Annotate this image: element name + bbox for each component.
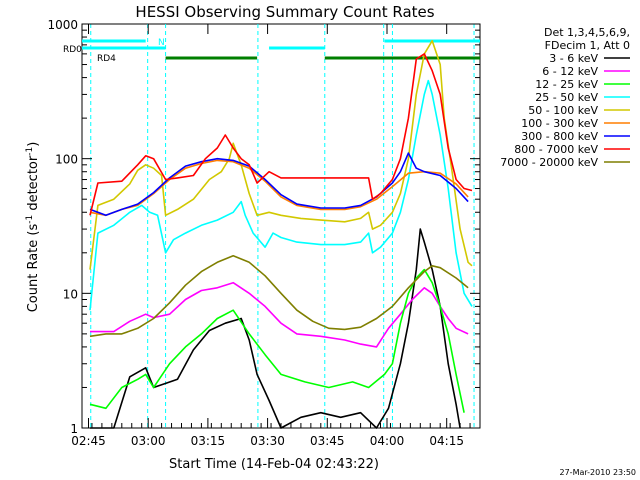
series-line-2 (89, 268, 465, 413)
x-tick-label-0: 02:45 (71, 434, 106, 448)
y-axis-label: Count Rate (s-1 detector-1) (25, 142, 41, 313)
x-tick-label-4: 03:45 (310, 434, 345, 448)
legend-entry-5: 100 - 300 keV (521, 117, 598, 130)
plot-frame (81, 23, 481, 429)
chart-title: HESSI Observing Summary Count Rates (135, 3, 434, 21)
footer-timestamp: 27-Mar-2010 23:50 (560, 468, 637, 477)
series-line-1 (90, 281, 469, 348)
legend-entry-3: 25 - 50 keV (535, 91, 598, 104)
plot-area: RD0 RD4 N 02:45 03:00 03:15 03:30 03:45 04:00 04:… (47, 18, 481, 448)
y-label-sup-1: -1 (25, 215, 35, 224)
flag-label-rd0: RD0 (63, 45, 82, 55)
legend-entry-1: 6 - 12 keV (542, 65, 598, 78)
legend-entry-7: 800 - 7000 keV (514, 143, 598, 156)
series-line-6 (89, 152, 469, 217)
legend: Det 1,3,4,5,6,9,FDecim 1, Att 03 - 6 keV… (500, 26, 630, 169)
legend-entry-2: 12 - 25 keV (535, 78, 598, 91)
x-axis-label: Start Time (14-Feb-04 02:43:22) (169, 457, 379, 472)
legend-entry-8: 7000 - 20000 keV (500, 156, 598, 169)
legend-header-1: FDecim 1, Att 0 (545, 39, 630, 52)
x-tick-label-5: 04:00 (370, 434, 405, 448)
legend-entry-4: 50 - 100 keV (528, 104, 598, 117)
x-tick-label-3: 03:30 (250, 434, 285, 448)
flag-label-rd4: RD4 (97, 54, 116, 64)
y-tick-label-1: 10 (63, 287, 78, 301)
legend-entry-0: 3 - 6 keV (549, 52, 598, 65)
y-label-part-3: ) (26, 142, 41, 147)
series-line-8 (89, 255, 469, 338)
y-label-part-2: detector (26, 155, 41, 215)
series-line-3 (89, 79, 473, 311)
series-line-7 (89, 53, 473, 216)
series-line-0 (90, 228, 461, 429)
y-tick-label-3: 1000 (47, 18, 78, 32)
x-tick-label-2: 03:15 (191, 434, 226, 448)
y-tick-label-2: 100 (55, 153, 78, 167)
legend-header-0: Det 1,3,4,5,6,9, (544, 26, 630, 39)
series-line-4 (89, 39, 473, 270)
x-tick-label-6: 04:15 (429, 434, 464, 448)
flag-label-n: N (158, 38, 165, 48)
y-label-sup-2: -1 (25, 147, 35, 156)
series-line-5 (89, 159, 469, 217)
legend-entry-6: 300 - 800 keV (521, 130, 598, 143)
y-tick-label-0: 1 (70, 422, 78, 436)
y-label-part-1: Count Rate (s (26, 224, 41, 313)
x-tick-label-1: 03:00 (131, 434, 166, 448)
